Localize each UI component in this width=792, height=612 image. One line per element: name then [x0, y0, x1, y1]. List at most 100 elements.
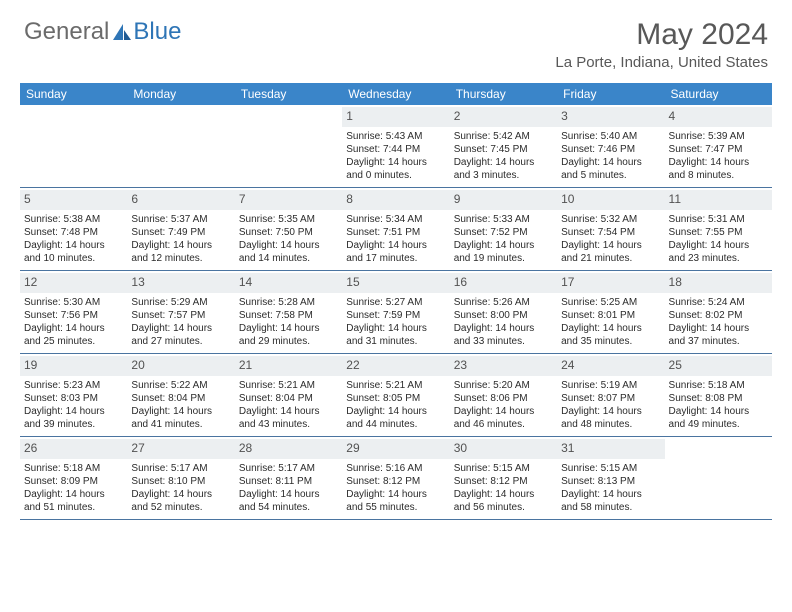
daylight-line: Daylight: 14 hours and 35 minutes.	[561, 322, 660, 348]
day-number: 3	[557, 107, 664, 127]
day-number: 13	[127, 273, 234, 293]
sunrise-line: Sunrise: 5:21 AM	[346, 379, 445, 392]
calendar-day: 28Sunrise: 5:17 AMSunset: 8:11 PMDayligh…	[235, 437, 342, 519]
calendar-day: 16Sunrise: 5:26 AMSunset: 8:00 PMDayligh…	[450, 271, 557, 353]
daylight-line: Daylight: 14 hours and 25 minutes.	[24, 322, 123, 348]
calendar-week: 19Sunrise: 5:23 AMSunset: 8:03 PMDayligh…	[20, 354, 772, 437]
daylight-line: Daylight: 14 hours and 10 minutes.	[24, 239, 123, 265]
day-number: 29	[342, 439, 449, 459]
day-number: 20	[127, 356, 234, 376]
day-number: 12	[20, 273, 127, 293]
sunset-line: Sunset: 8:12 PM	[454, 475, 553, 488]
calendar-day: 18Sunrise: 5:24 AMSunset: 8:02 PMDayligh…	[665, 271, 772, 353]
sunrise-line: Sunrise: 5:16 AM	[346, 462, 445, 475]
daylight-line: Daylight: 14 hours and 33 minutes.	[454, 322, 553, 348]
daylight-line: Daylight: 14 hours and 44 minutes.	[346, 405, 445, 431]
sunset-line: Sunset: 8:03 PM	[24, 392, 123, 405]
calendar-day: 14Sunrise: 5:28 AMSunset: 7:58 PMDayligh…	[235, 271, 342, 353]
sunset-line: Sunset: 8:09 PM	[24, 475, 123, 488]
calendar-day: 17Sunrise: 5:25 AMSunset: 8:01 PMDayligh…	[557, 271, 664, 353]
daylight-line: Daylight: 14 hours and 46 minutes.	[454, 405, 553, 431]
daylight-line: Daylight: 14 hours and 37 minutes.	[669, 322, 768, 348]
sunrise-line: Sunrise: 5:22 AM	[131, 379, 230, 392]
calendar-day: 21Sunrise: 5:21 AMSunset: 8:04 PMDayligh…	[235, 354, 342, 436]
sunset-line: Sunset: 7:51 PM	[346, 226, 445, 239]
weekday-header: Tuesday	[235, 83, 342, 105]
sunset-line: Sunset: 7:57 PM	[131, 309, 230, 322]
day-number: 18	[665, 273, 772, 293]
sunset-line: Sunset: 8:02 PM	[669, 309, 768, 322]
daylight-line: Daylight: 14 hours and 23 minutes.	[669, 239, 768, 265]
day-number: 15	[342, 273, 449, 293]
sunrise-line: Sunrise: 5:34 AM	[346, 213, 445, 226]
daylight-line: Daylight: 14 hours and 58 minutes.	[561, 488, 660, 514]
sunset-line: Sunset: 8:12 PM	[346, 475, 445, 488]
weekday-header: Monday	[127, 83, 234, 105]
sunset-line: Sunset: 8:00 PM	[454, 309, 553, 322]
calendar-day: 7Sunrise: 5:35 AMSunset: 7:50 PMDaylight…	[235, 188, 342, 270]
sunrise-line: Sunrise: 5:28 AM	[239, 296, 338, 309]
sunrise-line: Sunrise: 5:29 AM	[131, 296, 230, 309]
logo-text-2: Blue	[133, 18, 181, 46]
weekday-header: Thursday	[450, 83, 557, 105]
page-title: May 2024	[555, 18, 768, 52]
sunset-line: Sunset: 7:49 PM	[131, 226, 230, 239]
sunset-line: Sunset: 8:04 PM	[131, 392, 230, 405]
sunrise-line: Sunrise: 5:40 AM	[561, 130, 660, 143]
daylight-line: Daylight: 14 hours and 12 minutes.	[131, 239, 230, 265]
day-number: 2	[450, 107, 557, 127]
calendar-day: 27Sunrise: 5:17 AMSunset: 8:10 PMDayligh…	[127, 437, 234, 519]
day-number: 8	[342, 190, 449, 210]
calendar-day: 12Sunrise: 5:30 AMSunset: 7:56 PMDayligh…	[20, 271, 127, 353]
header: General Blue May 2024 La Porte, Indiana,…	[0, 0, 792, 75]
day-number: 31	[557, 439, 664, 459]
day-number: 26	[20, 439, 127, 459]
calendar-day: 10Sunrise: 5:32 AMSunset: 7:54 PMDayligh…	[557, 188, 664, 270]
day-number: 23	[450, 356, 557, 376]
daylight-line: Daylight: 14 hours and 8 minutes.	[669, 156, 768, 182]
daylight-line: Daylight: 14 hours and 3 minutes.	[454, 156, 553, 182]
sunset-line: Sunset: 7:55 PM	[669, 226, 768, 239]
daylight-line: Daylight: 14 hours and 39 minutes.	[24, 405, 123, 431]
calendar-week: ...1Sunrise: 5:43 AMSunset: 7:44 PMDayli…	[20, 105, 772, 188]
weekday-header: Friday	[557, 83, 664, 105]
calendar-day: 20 Sunrise: 5:22 AMSunset: 8:04 PMDayligh…	[127, 354, 234, 436]
sunrise-line: Sunrise: 5:35 AM	[239, 213, 338, 226]
sunset-line: Sunset: 8:05 PM	[346, 392, 445, 405]
day-number: 6	[127, 190, 234, 210]
sunrise-line: Sunrise: 5:15 AM	[454, 462, 553, 475]
calendar-day: .	[665, 437, 772, 519]
sunset-line: Sunset: 7:48 PM	[24, 226, 123, 239]
daylight-line: Daylight: 14 hours and 17 minutes.	[346, 239, 445, 265]
calendar-week: 12Sunrise: 5:30 AMSunset: 7:56 PMDayligh…	[20, 271, 772, 354]
sunset-line: Sunset: 7:54 PM	[561, 226, 660, 239]
sunset-line: Sunset: 8:08 PM	[669, 392, 768, 405]
calendar-day: 11Sunrise: 5:31 AMSunset: 7:55 PMDayligh…	[665, 188, 772, 270]
weekday-header-row: SundayMondayTuesdayWednesdayThursdayFrid…	[20, 83, 772, 105]
title-block: May 2024 La Porte, Indiana, United State…	[555, 18, 768, 71]
day-number: 5	[20, 190, 127, 210]
daylight-line: Daylight: 14 hours and 43 minutes.	[239, 405, 338, 431]
sunrise-line: Sunrise: 5:27 AM	[346, 296, 445, 309]
daylight-line: Daylight: 14 hours and 55 minutes.	[346, 488, 445, 514]
sunset-line: Sunset: 8:04 PM	[239, 392, 338, 405]
calendar-day: .	[127, 105, 234, 187]
daylight-line: Daylight: 14 hours and 14 minutes.	[239, 239, 338, 265]
sunset-line: Sunset: 8:06 PM	[454, 392, 553, 405]
sunset-line: Sunset: 7:59 PM	[346, 309, 445, 322]
sunrise-line: Sunrise: 5:17 AM	[131, 462, 230, 475]
day-number: 28	[235, 439, 342, 459]
sunrise-line: Sunrise: 5:19 AM	[561, 379, 660, 392]
calendar-day: 29 Sunrise: 5:16 AMSunset: 8:12 PMDayligh…	[342, 437, 449, 519]
sunset-line: Sunset: 8:10 PM	[131, 475, 230, 488]
day-number: 1	[342, 107, 449, 127]
sunrise-line: Sunrise: 5:25 AM	[561, 296, 660, 309]
day-number: 19	[20, 356, 127, 376]
daylight-line: Daylight: 14 hours and 41 minutes.	[131, 405, 230, 431]
daylight-line: Daylight: 14 hours and 19 minutes.	[454, 239, 553, 265]
logo: General Blue	[24, 18, 181, 46]
day-number: 25	[665, 356, 772, 376]
sunset-line: Sunset: 7:58 PM	[239, 309, 338, 322]
sunrise-line: Sunrise: 5:23 AM	[24, 379, 123, 392]
day-number: 22	[342, 356, 449, 376]
